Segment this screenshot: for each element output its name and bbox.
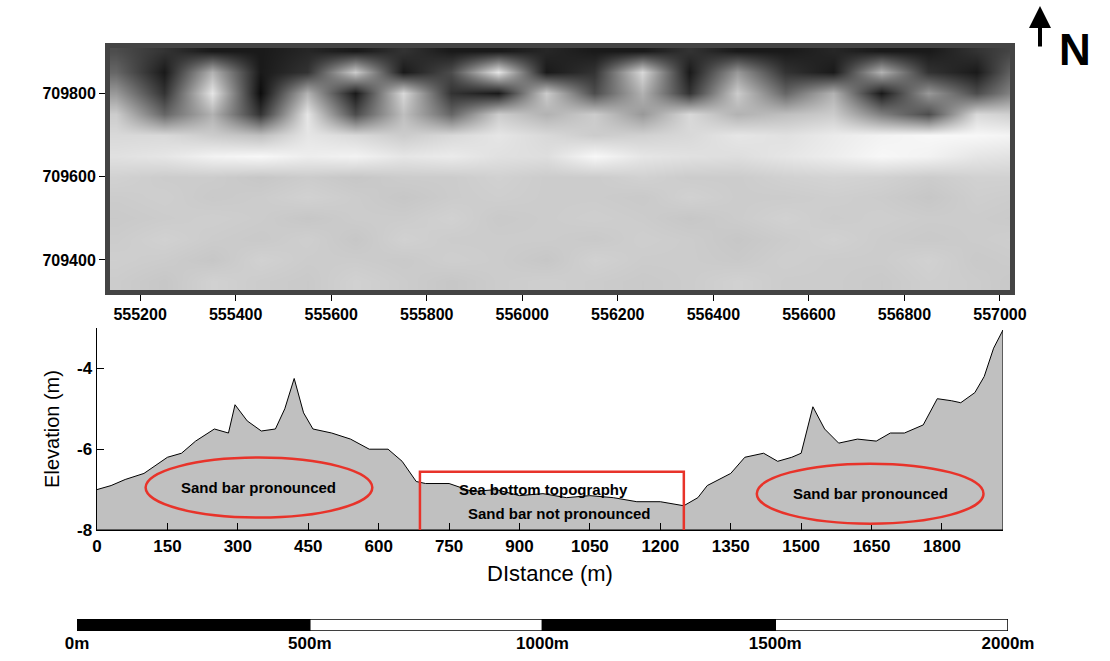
svg-text:Elevation (m): Elevation (m)	[41, 370, 63, 488]
svg-text:556600: 556600	[782, 306, 835, 323]
svg-text:Sand bar pronounced: Sand bar pronounced	[181, 479, 336, 496]
svg-text:2000m: 2000m	[982, 634, 1035, 653]
svg-text:150: 150	[153, 537, 181, 556]
svg-text:556200: 556200	[591, 306, 644, 323]
svg-text:1050: 1050	[571, 537, 609, 556]
svg-text:1800: 1800	[923, 537, 961, 556]
svg-text:556000: 556000	[496, 306, 549, 323]
svg-text:556800: 556800	[878, 306, 931, 323]
svg-text:555400: 555400	[209, 306, 262, 323]
svg-text:500m: 500m	[288, 634, 331, 653]
svg-text:555200: 555200	[113, 306, 166, 323]
svg-text:0: 0	[92, 537, 101, 556]
svg-text:555600: 555600	[304, 306, 357, 323]
svg-text:DIstance (m): DIstance (m)	[487, 561, 613, 586]
svg-text:-4: -4	[77, 359, 93, 378]
svg-text:1500: 1500	[782, 537, 820, 556]
svg-text:1650: 1650	[853, 537, 891, 556]
svg-text:-6: -6	[77, 440, 92, 459]
svg-text:750: 750	[435, 537, 463, 556]
svg-text:-8: -8	[77, 521, 92, 540]
svg-text:Sea bottom topography: Sea bottom topography	[459, 481, 628, 498]
svg-text:555800: 555800	[400, 306, 453, 323]
svg-text:Sand bar pronounced: Sand bar pronounced	[793, 485, 948, 502]
svg-text:557000: 557000	[973, 306, 1026, 323]
svg-text:0m: 0m	[65, 634, 90, 653]
svg-text:450: 450	[294, 537, 322, 556]
svg-text:709400: 709400	[42, 252, 95, 269]
svg-text:900: 900	[505, 537, 533, 556]
svg-text:556400: 556400	[687, 306, 740, 323]
svg-text:300: 300	[224, 537, 252, 556]
svg-text:600: 600	[364, 537, 392, 556]
svg-text:1500m: 1500m	[749, 634, 802, 653]
svg-text:N: N	[1059, 25, 1091, 74]
svg-text:1350: 1350	[712, 537, 750, 556]
svg-text:1000m: 1000m	[516, 634, 569, 653]
svg-text:709800: 709800	[42, 85, 95, 102]
svg-text:Sand bar not pronounced: Sand bar not pronounced	[468, 505, 651, 522]
svg-text:1200: 1200	[641, 537, 679, 556]
svg-text:709600: 709600	[42, 168, 95, 185]
